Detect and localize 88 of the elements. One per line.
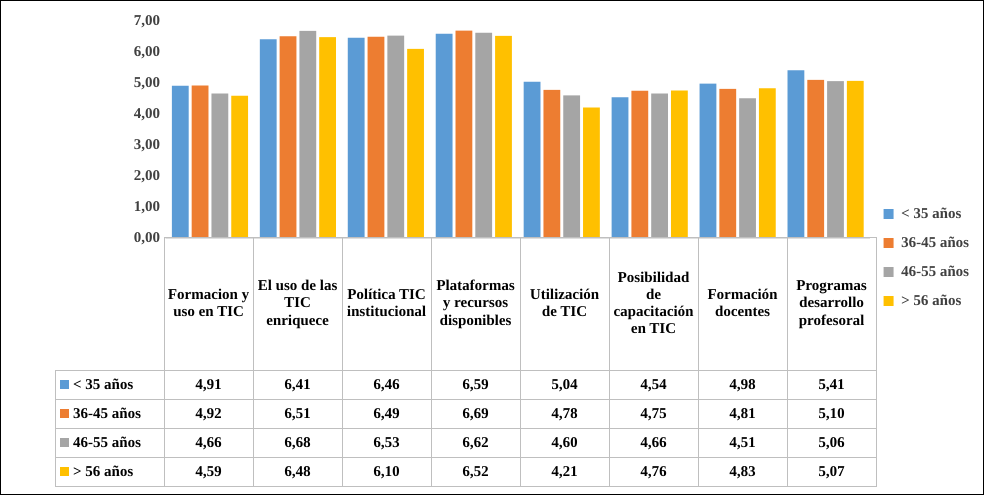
data-label: 4,66	[609, 428, 698, 458]
data-label: 4,66	[164, 428, 253, 458]
y-tick-label: 5,00	[134, 74, 160, 91]
bar	[827, 81, 844, 238]
bar	[475, 32, 492, 238]
bar	[651, 94, 668, 238]
bar	[368, 36, 384, 238]
bar	[456, 30, 472, 238]
data-label: 4,21	[520, 458, 609, 486]
x-tick-label: Formacion y uso en TIC	[164, 238, 253, 370]
data-label: 6,52	[431, 458, 520, 486]
bar	[758, 88, 776, 238]
data-label: 4,81	[698, 400, 787, 428]
y-tick-label: 3,00	[134, 136, 160, 153]
legend-label: < 35 años	[901, 206, 962, 222]
y-tick-label: 6,00	[134, 44, 160, 60]
data-label: 6,59	[431, 370, 520, 400]
text: 46-55 años	[73, 434, 141, 450]
bar	[495, 36, 512, 238]
x-tick-label: Utilización de TIC	[520, 238, 609, 370]
data-label: 6,46	[342, 370, 431, 400]
bar	[739, 98, 756, 238]
bar	[348, 38, 365, 238]
bar	[543, 90, 560, 238]
bar	[612, 97, 628, 238]
legend-label: 36-45 años	[901, 234, 970, 251]
bar	[172, 86, 189, 238]
legend-label: 46-55 años	[901, 264, 970, 280]
x-tick-label: Plataformas y recursos disponibles	[431, 238, 520, 370]
data-label: 4,54	[609, 370, 698, 400]
data-label: 5,04	[520, 370, 609, 400]
y-tick-label: 4,00	[134, 106, 160, 122]
data-label: 5,06	[787, 428, 876, 458]
bar	[387, 36, 404, 238]
data-label: 4,83	[698, 458, 787, 486]
bar	[524, 82, 540, 238]
y-tick-label: 1,00	[134, 198, 160, 215]
data-label: 4,98	[698, 370, 787, 400]
bar	[631, 90, 648, 238]
data-label: 5,07	[787, 458, 876, 486]
data-label: 5,10	[787, 400, 876, 428]
x-tick-label: El uso de las TIC enriquece	[253, 238, 342, 370]
y-tick-label: 2,00	[134, 168, 160, 184]
bar	[211, 94, 228, 238]
bar	[319, 37, 336, 238]
bar	[260, 39, 277, 238]
bar	[436, 34, 453, 238]
x-tick-label: Política TIC institucional	[342, 238, 431, 370]
bar	[700, 84, 716, 238]
bar	[807, 80, 824, 238]
data-label: 6,51	[253, 400, 342, 428]
bar	[670, 90, 688, 238]
data-label: 6,62	[431, 428, 520, 458]
y-tick-label: 7,00	[134, 12, 160, 29]
bar	[846, 80, 864, 238]
data-label: 6,69	[431, 400, 520, 428]
legend-label: > 56 años	[901, 292, 962, 309]
data-label: 5,41	[787, 370, 876, 400]
x-tick-label: Posibilidad de capacitación en TIC	[609, 238, 698, 370]
data-label: 6,68	[253, 428, 342, 458]
data-label: 6,41	[253, 370, 342, 400]
bar	[280, 36, 296, 238]
x-tick-label: Formación docentes	[698, 238, 787, 370]
data-label: 4,76	[609, 458, 698, 486]
data-label: 4,78	[520, 400, 609, 428]
data-label: 4,92	[164, 400, 253, 428]
bar	[719, 88, 736, 238]
text: > 56 años	[73, 464, 134, 480]
bar	[231, 96, 248, 238]
text: 36-45 años	[73, 406, 141, 422]
data-label: 4,59	[164, 458, 253, 486]
bar	[407, 48, 424, 238]
data-label: 4,91	[164, 370, 253, 400]
bar	[192, 85, 208, 238]
bar	[299, 30, 316, 238]
data-label: 4,51	[698, 428, 787, 458]
data-label: 4,60	[520, 428, 609, 458]
data-label: 6,10	[342, 458, 431, 486]
data-label: 6,49	[342, 400, 431, 428]
bar	[563, 95, 580, 238]
data-label: 6,53	[342, 428, 431, 458]
text: < 35 años	[73, 376, 134, 392]
data-label: 4,75	[609, 400, 698, 428]
bar	[788, 70, 804, 238]
x-tick-label: Programas desarrollo profesoral	[787, 238, 876, 370]
y-tick-label: 0,00	[134, 230, 160, 246]
bar	[583, 107, 600, 238]
data-label: 6,48	[253, 458, 342, 486]
